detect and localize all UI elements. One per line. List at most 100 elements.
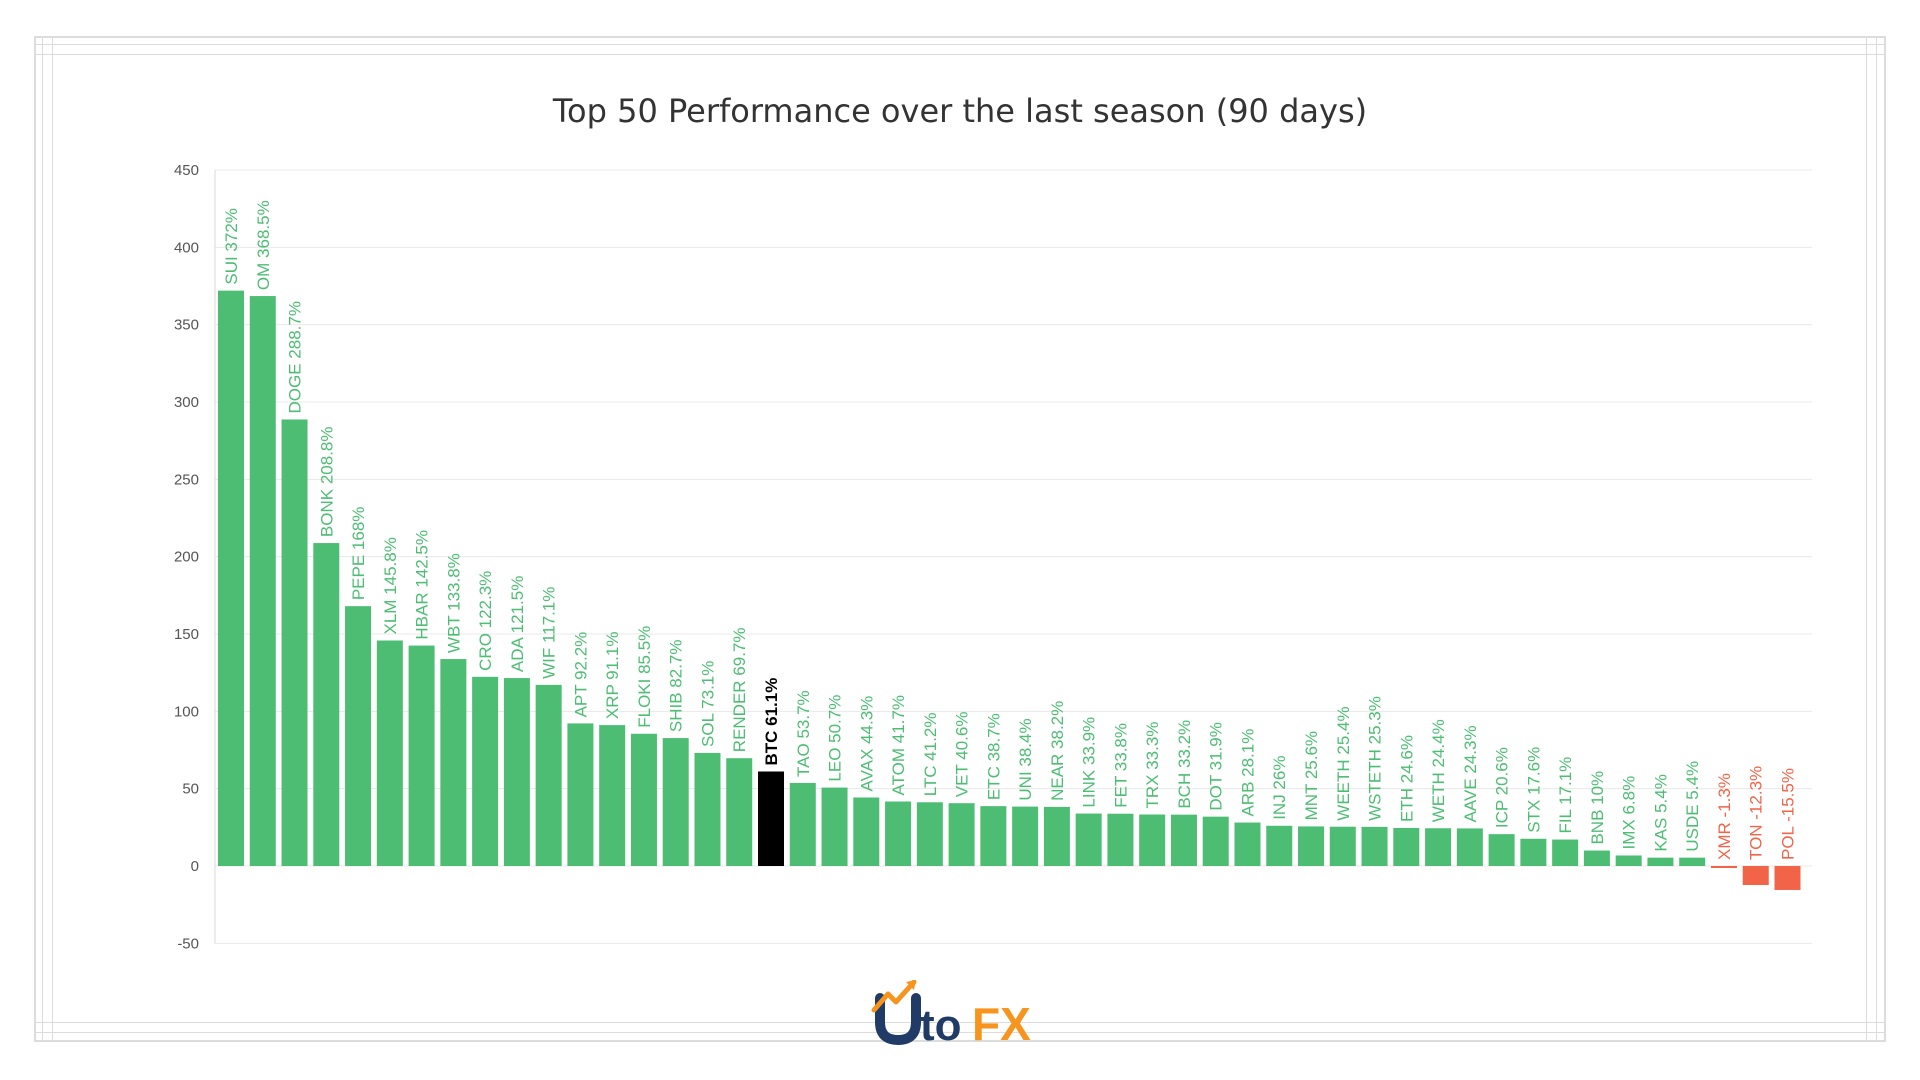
bar-inj [1266, 825, 1293, 866]
utofx-logo: to FX [870, 979, 1060, 1050]
y-tick-label: 300 [174, 394, 199, 411]
data-label: WBT 133.8% [444, 553, 463, 653]
bar-cro [472, 676, 499, 866]
bar-sol [694, 752, 721, 866]
bar-wsteth [1361, 826, 1388, 866]
bar-atom [885, 801, 912, 866]
bar-xrp [599, 725, 626, 866]
data-label: LTC 41.2% [921, 712, 940, 796]
data-label: MNT 25.6% [1302, 731, 1321, 820]
bar-weeth [1329, 826, 1356, 866]
bar-icp [1488, 834, 1515, 866]
data-label: ETH 24.6% [1397, 735, 1416, 822]
data-label: AVAX 44.3% [857, 696, 876, 792]
bar-bch [1170, 814, 1197, 866]
data-label: ETC 38.7% [984, 713, 1003, 800]
bar-sui [218, 290, 244, 866]
data-label: IMX 6.8% [1620, 776, 1639, 850]
data-label: CRO 122.3% [476, 571, 495, 671]
y-tick-label: 450 [174, 162, 199, 179]
data-label: NEAR 38.2% [1048, 701, 1067, 801]
bar-avax [853, 797, 880, 866]
bar-xlm [376, 640, 403, 866]
bar-fil [1552, 839, 1579, 866]
bar-eth [1393, 827, 1420, 866]
data-label: XLM 145.8% [381, 537, 400, 634]
bar-trx [1139, 814, 1166, 866]
bar-om [249, 296, 276, 866]
data-label: OM 368.5% [254, 200, 273, 290]
bar-aave [1456, 828, 1483, 866]
chart-frame [34, 36, 1886, 1042]
bar-link [1075, 813, 1102, 866]
data-label: BCH 33.2% [1175, 720, 1194, 809]
bar-stx [1520, 838, 1547, 866]
data-label: XRP 91.1% [603, 632, 622, 720]
y-tick-label: 250 [174, 471, 199, 488]
bar-bnb [1583, 850, 1610, 866]
bar-tao [789, 782, 816, 866]
data-label: PEPE 168% [349, 507, 368, 601]
y-tick-label: 400 [174, 239, 199, 256]
bar-leo [821, 787, 848, 866]
data-label: TON -12.3% [1747, 766, 1766, 860]
data-label: SHIB 82.7% [667, 639, 686, 732]
data-label: FLOKI 85.5% [635, 626, 654, 728]
bar-arb [1234, 822, 1261, 866]
bar-wif [535, 684, 562, 866]
y-tick-label: 200 [174, 549, 199, 566]
data-label: LEO 50.7% [826, 695, 845, 782]
data-label: SUI 372% [222, 208, 241, 285]
data-label: XMR -1.3% [1715, 773, 1734, 860]
data-label: KAS 5.4% [1651, 774, 1670, 852]
bar-doge [281, 419, 308, 866]
data-label: AAVE 24.3% [1461, 725, 1480, 822]
y-tick-label: 0 [191, 858, 199, 875]
bar-usde [1679, 857, 1706, 866]
y-tick-label: 50 [182, 781, 199, 798]
bar-dot [1202, 816, 1229, 866]
bar-btc [758, 771, 785, 866]
data-label: LINK 33.9% [1080, 717, 1099, 808]
bar-uni [1012, 806, 1039, 866]
bar-bonk [313, 543, 340, 866]
chart-title: Top 50 Performance over the last season … [552, 92, 1368, 130]
bar-xmr [1710, 866, 1737, 869]
bar-ltc [916, 802, 943, 866]
data-label: TRX 33.3% [1143, 722, 1162, 809]
data-label: DOT 31.9% [1207, 722, 1226, 811]
data-label: VET 40.6% [953, 712, 972, 798]
bar-pepe [345, 606, 372, 866]
svg-text:to: to [920, 1001, 962, 1050]
y-tick-label: -50 [177, 935, 199, 952]
data-label: FIL 17.1% [1556, 757, 1575, 834]
bar-etc [980, 806, 1007, 866]
bar-ada [503, 678, 530, 866]
data-label: USDE 5.4% [1683, 761, 1702, 852]
data-label: BONK 208.8% [317, 426, 336, 537]
bar-shib [662, 738, 689, 866]
data-label: WETH 24.4% [1429, 719, 1448, 822]
data-label: ARB 28.1% [1238, 729, 1257, 817]
data-label: RENDER 69.7% [730, 627, 749, 752]
bar-hbar [408, 645, 435, 866]
y-tick-label: 150 [174, 626, 199, 643]
bar-near [1043, 806, 1070, 866]
svg-text:FX: FX [972, 998, 1031, 1050]
data-label: WIF 117.1% [540, 587, 559, 679]
data-label: FET 33.8% [1111, 723, 1130, 808]
bar-wbt [440, 659, 467, 866]
bar-apt [567, 723, 594, 866]
data-label: ADA 121.5% [508, 576, 527, 672]
data-label: INJ 26% [1270, 756, 1289, 820]
data-label: WEETH 25.4% [1334, 706, 1353, 820]
bar-imx [1615, 855, 1642, 866]
bar-weth [1425, 828, 1452, 866]
data-label: SOL 73.1% [698, 661, 717, 747]
bar-vet [948, 803, 975, 866]
data-label: BNB 10% [1588, 771, 1607, 845]
data-label: BTC 61.1% [762, 678, 781, 766]
bar-kas [1647, 857, 1674, 866]
bar-ton [1742, 866, 1769, 886]
